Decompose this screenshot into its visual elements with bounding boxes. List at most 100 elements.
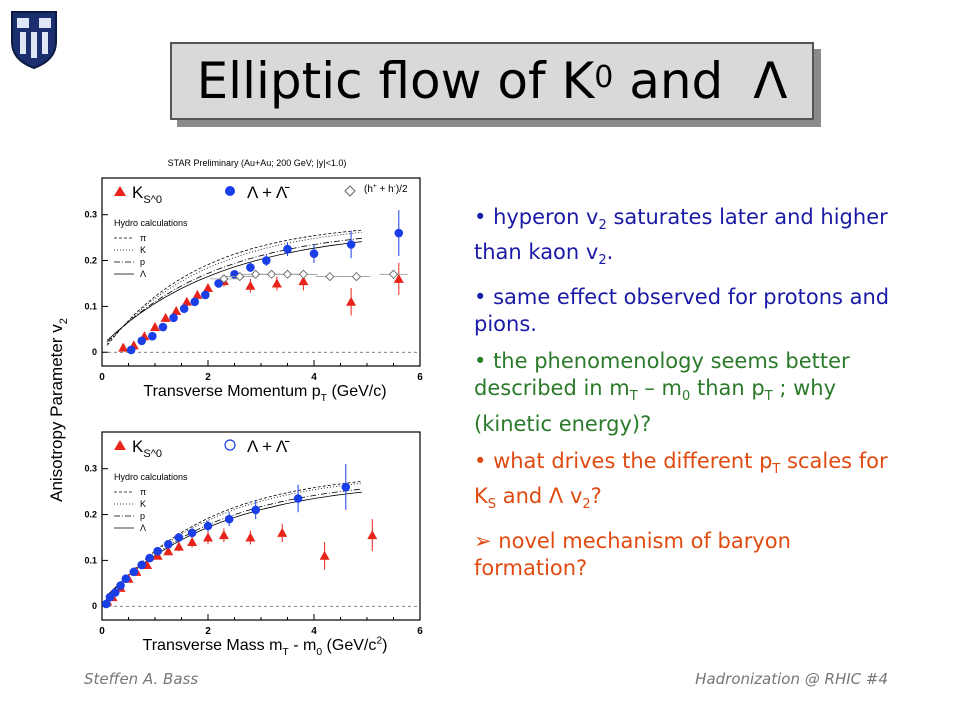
- bullet-text: same effect observed for protons and pio…: [474, 285, 890, 337]
- data-point-hadron: [235, 271, 245, 282]
- data-point-lambda: [341, 482, 351, 492]
- data-point-kaon: [298, 276, 309, 286]
- data-point-kaon: [118, 342, 129, 352]
- hydro-legend-label: π: [140, 487, 146, 497]
- hydro-legend-label: p: [140, 257, 145, 267]
- bullet-item: • what drives the different pT scales fo…: [474, 448, 904, 518]
- data-point-lambda: [110, 588, 120, 597]
- data-point-kaon: [245, 532, 256, 542]
- legend-kaon-label: KS^0​: [132, 183, 162, 206]
- data-point-hadron: [251, 269, 261, 279]
- data-point-lambda: [394, 228, 404, 238]
- data-point-kaon: [163, 546, 174, 556]
- title-rest: and: [613, 52, 740, 110]
- x-tick-label: 4: [311, 372, 317, 383]
- x-axis-label: Transverse Momentum pT​ (GeV/c): [143, 383, 386, 404]
- hydro-legend-label: K: [140, 245, 146, 255]
- plot-frame: [101, 431, 421, 621]
- bullet-text: .: [606, 240, 614, 265]
- y-tick-label: 0.2: [84, 256, 97, 266]
- data-point-lambda: [163, 540, 173, 549]
- data-point-lambda: [214, 279, 223, 288]
- data-point-kaon: [171, 305, 182, 315]
- bullet-subscript: T: [772, 461, 781, 477]
- data-point-kaon: [187, 537, 198, 547]
- bullet-dot-icon: •: [474, 349, 494, 374]
- data-point-kaon: [367, 530, 378, 540]
- data-point-kaon: [203, 283, 213, 293]
- chart-title: STAR Preliminary (Au+Au; 200 GeV; |y|<1.…: [168, 158, 347, 168]
- bullet-text: – m: [637, 376, 683, 401]
- bullet-subscript: T: [629, 389, 638, 405]
- bullet-subscript: S: [487, 496, 497, 512]
- x-tick-label: 4: [311, 626, 317, 637]
- bullet-text: saturates later and higher than kaon v: [474, 205, 888, 265]
- bullet-dot-icon: •: [474, 205, 494, 229]
- data-point-kaon: [346, 296, 357, 306]
- data-point-hadron: [266, 269, 277, 279]
- x-tick-label: 0: [99, 626, 105, 637]
- data-point-hadron: [351, 271, 362, 282]
- elliptic-flow-plots: 0 2 4 6 0 0.1 0.2 0.3 Transverse Momentum pT​ (G…: [47, 158, 423, 658]
- data-point-hadron: [325, 271, 335, 282]
- data-point-kaon: [181, 296, 192, 306]
- bullet-text: the phenomenology seems better described…: [474, 349, 850, 401]
- bullet-list: • hyperon v2 saturates later and higher …: [474, 204, 904, 592]
- data-point-lambda: [101, 599, 111, 609]
- legend-lambda-marker: [224, 439, 236, 451]
- hydro-label: Hydro calculations: [114, 472, 188, 482]
- bullet-subscript: 2: [598, 218, 607, 234]
- y-tick-label: 0.1: [84, 301, 97, 311]
- data-point-lambda: [203, 521, 213, 531]
- data-point-lambda: [224, 514, 234, 524]
- bullet-item: ➢ novel mechanism of baryon formation?: [474, 528, 904, 582]
- data-point-lambda: [262, 256, 271, 265]
- y-tick-label: 0: [92, 347, 97, 357]
- bullet-text: ; why (kinetic energy)?: [474, 376, 836, 436]
- hydro-label: Hydro calculations: [114, 218, 188, 228]
- data-point-kaon: [319, 550, 330, 560]
- legend-lambda-marker: [225, 186, 235, 196]
- bullet-subscript: 2: [582, 496, 591, 512]
- legend-hadron-marker: [344, 185, 356, 197]
- university-shield-logo: [11, 11, 57, 70]
- hydro-curve: [107, 237, 362, 343]
- x-axis-label: Transverse Mass mT​ - m0​ (GeV/c2​): [143, 636, 388, 658]
- data-point-lambda: [148, 331, 157, 341]
- y-tick-label: 0.1: [84, 555, 97, 565]
- hydro-legend-label: Λ: [140, 269, 146, 279]
- legend-kaon-label: KS^0​: [132, 437, 162, 460]
- bullet-text: hyperon v: [493, 205, 599, 229]
- y-axis-label: Anisotropy Parameter v2​: [47, 318, 70, 502]
- title-superscript: 0: [594, 59, 614, 95]
- data-point-lambda: [137, 560, 147, 570]
- data-point-lambda: [190, 297, 200, 307]
- hydro-curve: [107, 241, 362, 341]
- data-point-lambda: [201, 290, 210, 300]
- data-point-lambda: [246, 263, 255, 272]
- data-point-kaon: [192, 289, 203, 299]
- data-point-lambda: [137, 336, 147, 346]
- data-point-hadron: [219, 274, 229, 284]
- data-point-lambda: [129, 567, 139, 577]
- data-point-kaon: [160, 312, 171, 322]
- title-main: Elliptic flow of K: [196, 52, 595, 110]
- data-point-kaon: [150, 322, 160, 332]
- data-point-lambda: [174, 533, 184, 542]
- x-tick-label: 2: [205, 626, 211, 637]
- legend-kaon-marker: [114, 186, 126, 196]
- hydro-curve: [106, 229, 362, 346]
- data-point-lambda: [153, 546, 162, 556]
- bullet-text: scales for K: [474, 448, 888, 508]
- arrow-bullet-icon: ➢: [474, 528, 499, 553]
- hydro-legend-label: π: [140, 233, 146, 243]
- bullet-text: ?: [590, 483, 602, 508]
- data-point-lambda: [187, 528, 197, 538]
- bullet-dot-icon: •: [474, 448, 494, 473]
- y-tick-label: 0: [92, 601, 97, 611]
- data-point-lambda: [169, 313, 178, 323]
- legend-lambda-label: Λ + Λ̄: [247, 183, 290, 202]
- bullet-subscript: 2: [598, 253, 607, 269]
- data-point-kaon: [271, 278, 282, 288]
